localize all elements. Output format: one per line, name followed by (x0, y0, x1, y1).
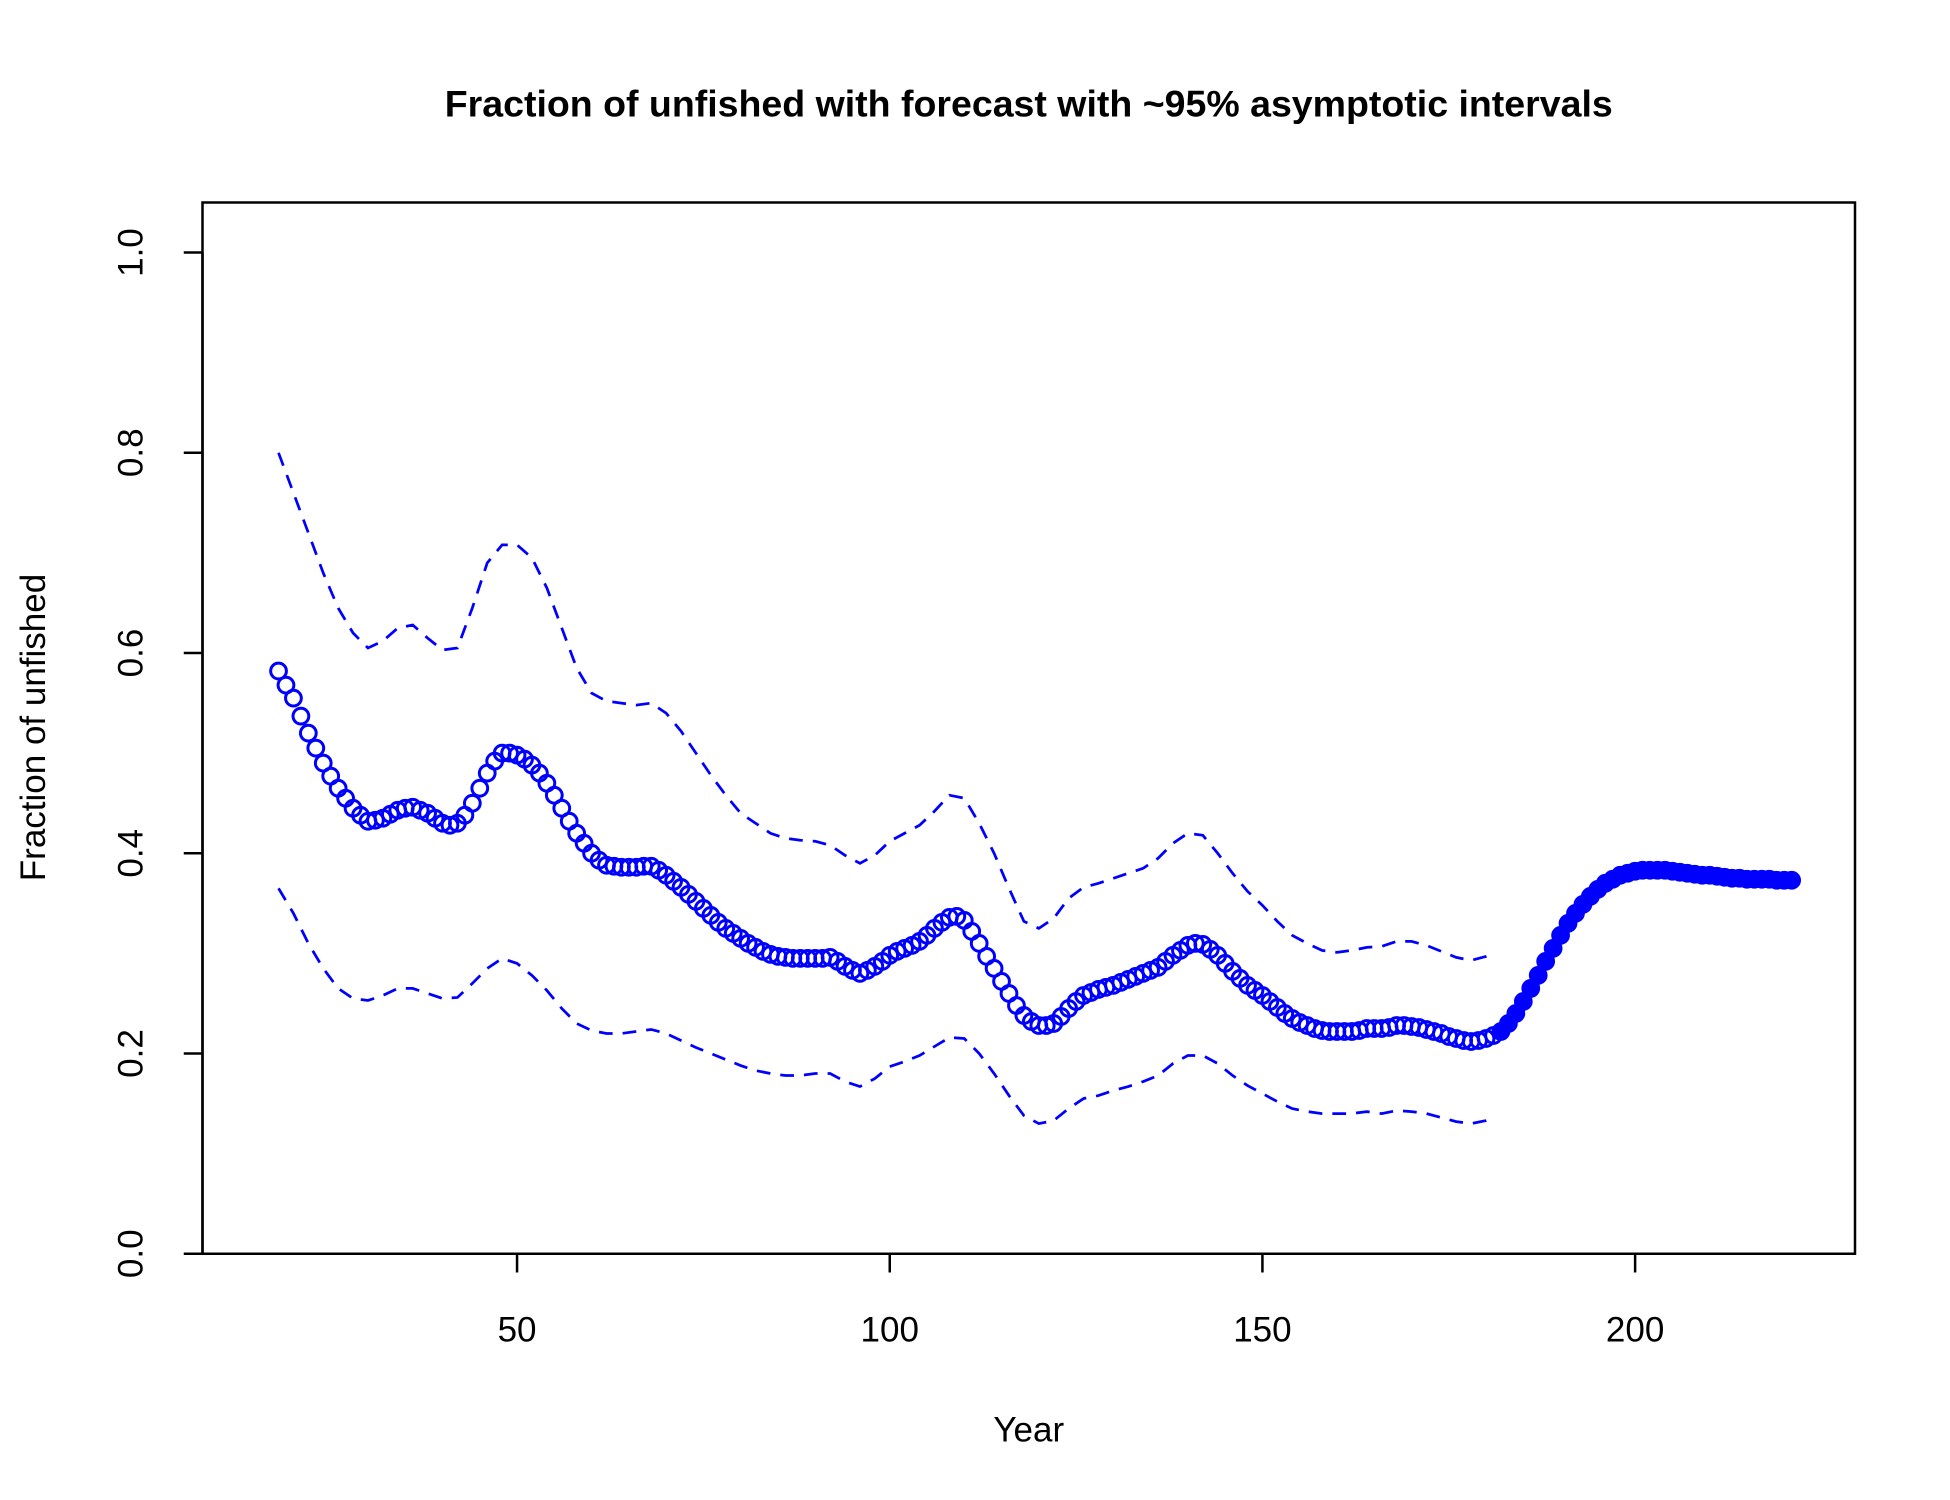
point (1782, 870, 1802, 890)
point (298, 723, 318, 743)
x-tick-label: 50 (498, 1310, 537, 1349)
x-tick-label: 200 (1606, 1310, 1664, 1349)
y-tick-label: 0.0 (112, 1229, 151, 1278)
point (1528, 966, 1548, 985)
y-tick-label: 0.4 (112, 829, 151, 878)
x-tick-label: 100 (861, 1310, 919, 1349)
interval-line (277, 452, 1495, 962)
y-axis-label: Fraction of unfished (14, 574, 53, 881)
y-tick-label: 1.0 (112, 228, 151, 277)
y-tick-label: 0.8 (112, 428, 151, 477)
chart-title: Fraction of unfished with forecast with … (445, 82, 1613, 124)
point (440, 815, 460, 835)
x-axis-label: Year (993, 1410, 1064, 1449)
point (291, 706, 311, 726)
point (306, 738, 326, 758)
point (269, 661, 288, 681)
point (462, 793, 482, 813)
x-tick-label: 150 (1233, 1310, 1291, 1349)
point (1036, 1016, 1056, 1035)
point (470, 778, 490, 798)
interval-line (277, 887, 1495, 1126)
y-tick-label: 0.6 (112, 629, 151, 678)
y-tick-label: 0.2 (112, 1029, 151, 1078)
point (284, 688, 303, 708)
